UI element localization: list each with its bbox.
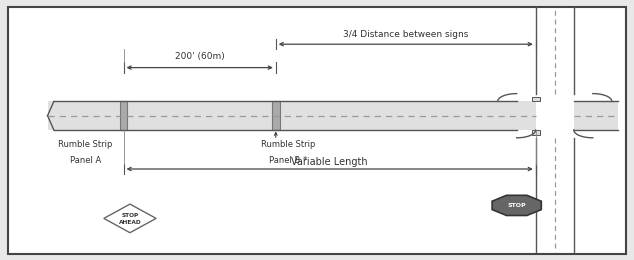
Bar (532, 97, 540, 101)
Text: STOP: STOP (507, 203, 526, 208)
Text: Variable Length: Variable Length (292, 157, 368, 167)
Polygon shape (104, 204, 156, 233)
Bar (120, 101, 127, 130)
Bar (272, 101, 280, 130)
Polygon shape (492, 195, 541, 216)
Text: AHEAD: AHEAD (119, 220, 141, 225)
Text: Rumble Strip: Rumble Strip (261, 140, 316, 150)
Bar (574, 101, 618, 130)
Text: Panel A: Panel A (70, 156, 101, 165)
Text: 3/4 Distance between signs: 3/4 Distance between signs (343, 30, 469, 39)
Text: STOP: STOP (121, 213, 139, 218)
Bar (48, 101, 536, 130)
Text: Panel B *: Panel B * (269, 156, 307, 165)
Text: Rumble Strip: Rumble Strip (58, 140, 113, 150)
Text: 200' (60m): 200' (60m) (175, 52, 224, 61)
Bar (532, 130, 540, 135)
